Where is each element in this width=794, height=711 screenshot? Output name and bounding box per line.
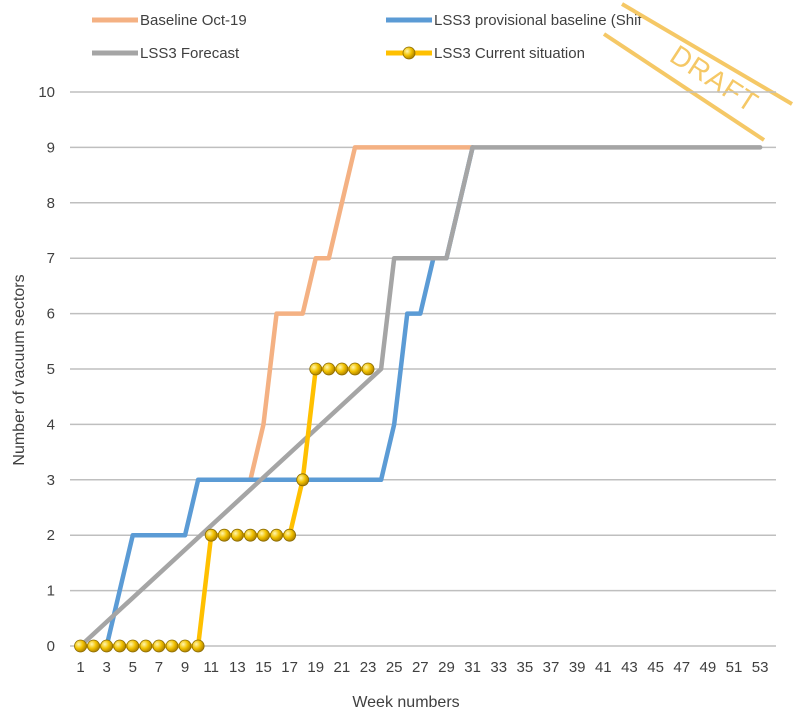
y-tick-label: 4 (47, 416, 55, 433)
x-axis-ticks: 1 3 5 7 9 11 13 15 17 19 21 23 25 27 29 31 33 35 37 39 41 43 4… (76, 659, 768, 676)
y-tick-label: 8 (47, 195, 55, 212)
series-line-0 (248, 145, 475, 483)
x-tick-label: 39 (569, 659, 586, 676)
x-tick-label: 11 (203, 659, 219, 676)
series-markers (74, 362, 375, 653)
data-point (309, 362, 323, 376)
legend-item-baseline[interactable]: Baseline Oct-19 (92, 12, 247, 29)
x-tick-label: 53 (752, 659, 769, 676)
y-tick-label: 1 (47, 583, 55, 600)
x-tick-label: 1 (76, 659, 84, 676)
data-point (126, 639, 140, 653)
data-point (283, 528, 297, 542)
data-point (322, 362, 336, 376)
data-point (361, 362, 375, 376)
legend-item-forecast[interactable]: LSS3 Forecast (92, 45, 240, 62)
data-point (165, 639, 179, 653)
x-tick-label: 41 (595, 659, 612, 676)
data-point (296, 473, 310, 487)
data-point (152, 639, 166, 653)
x-tick-label: 27 (412, 659, 429, 676)
data-point (270, 528, 283, 542)
legend-item-provisional-baseline[interactable]: LSS3 provisional baseline (Shif (386, 12, 642, 29)
data-point (204, 528, 218, 542)
y-tick-label: 2 (47, 527, 55, 544)
series-line-1 (78, 145, 475, 649)
x-tick-label: 37 (543, 659, 560, 676)
legend-label-provisional-baseline: LSS3 provisional baseline (Shif (434, 12, 642, 29)
y-tick-label: 5 (47, 361, 55, 378)
data-point (178, 639, 192, 653)
y-tick-label: 10 (38, 84, 55, 101)
x-tick-label: 33 (490, 659, 507, 676)
data-point (100, 639, 114, 653)
y-tick-label: 7 (47, 250, 55, 267)
legend-label-forecast: LSS3 Forecast (140, 45, 240, 62)
x-tick-label: 45 (647, 659, 664, 676)
data-point (335, 362, 349, 376)
series-lines (78, 145, 763, 649)
y-tick-label: 0 (47, 638, 55, 655)
gridlines (70, 91, 776, 647)
x-tick-label: 49 (700, 659, 717, 676)
x-tick-label: 19 (307, 659, 324, 676)
series-line-2 (78, 145, 763, 649)
x-tick-label: 3 (102, 659, 110, 676)
x-tick-label: 25 (386, 659, 403, 676)
x-tick-label: 15 (255, 659, 272, 676)
legend-label-baseline: Baseline Oct-19 (140, 12, 247, 29)
y-tick-label: 3 (47, 472, 55, 489)
x-tick-label: 5 (129, 659, 137, 676)
x-axis-label: Week numbers (352, 694, 459, 711)
data-point (244, 528, 257, 542)
data-point (74, 639, 87, 653)
legend-item-current-situation[interactable]: LSS3 Current situation (386, 45, 585, 62)
y-axis-label: Number of vacuum sectors (11, 274, 28, 465)
x-tick-label: 17 (281, 659, 298, 676)
y-tick-label: 6 (47, 306, 55, 323)
data-point (191, 639, 205, 653)
data-point (348, 362, 362, 376)
data-point (139, 639, 153, 653)
x-tick-label: 47 (673, 659, 690, 676)
data-point (257, 528, 270, 542)
x-tick-label: 51 (726, 659, 743, 676)
x-tick-label: 21 (334, 659, 351, 676)
x-tick-label: 43 (621, 659, 638, 676)
x-tick-label: 29 (438, 659, 455, 676)
x-tick-label: 31 (464, 659, 481, 676)
data-point (217, 528, 231, 542)
data-point (113, 639, 127, 653)
y-axis-ticks: 0 1 2 3 4 5 6 7 8 9 10 (38, 84, 55, 655)
data-point (230, 528, 244, 542)
x-tick-label: 7 (155, 659, 163, 676)
x-tick-label: 9 (181, 659, 189, 676)
data-point (87, 639, 100, 653)
legend: Baseline Oct-19 LSS3 provisional baselin… (92, 12, 642, 62)
x-tick-label: 13 (229, 659, 246, 676)
x-tick-label: 35 (517, 659, 534, 676)
legend-label-current-situation: LSS3 Current situation (434, 45, 585, 62)
y-tick-label: 9 (47, 139, 55, 156)
x-tick-label: 23 (360, 659, 377, 676)
legend-marker-current-situation (402, 46, 416, 60)
